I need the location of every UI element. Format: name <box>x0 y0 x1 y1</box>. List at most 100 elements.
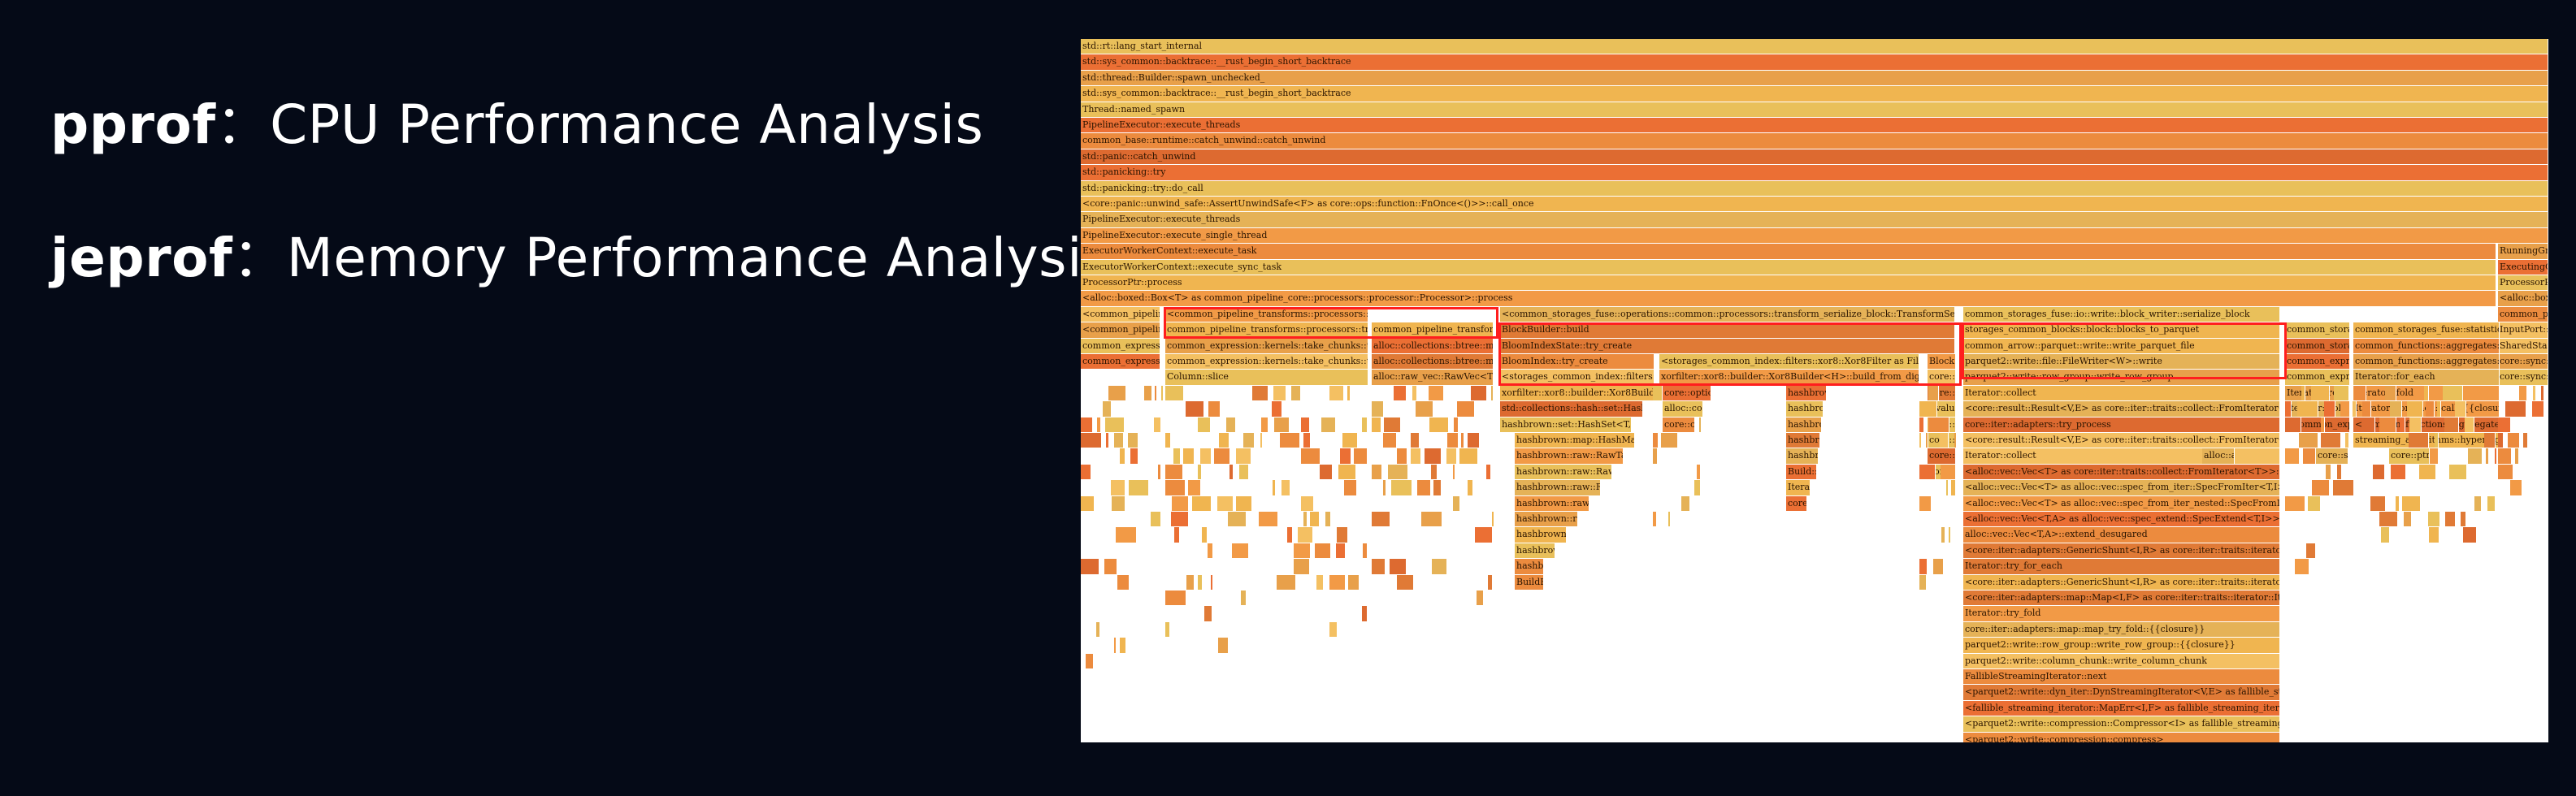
flame-frame[interactable] <box>2297 401 2318 417</box>
flame-frame[interactable] <box>1261 417 1268 433</box>
flame-frame[interactable] <box>1421 512 1442 528</box>
flame-frame[interactable] <box>1951 480 1956 496</box>
flame-frame[interactable] <box>2306 543 2316 560</box>
flame-frame[interactable] <box>1477 591 1484 607</box>
flame-frame[interactable] <box>1120 448 1125 465</box>
flame-frame[interactable] <box>2345 433 2349 449</box>
flame-frame[interactable] <box>1155 385 1157 402</box>
flame-frame[interactable] <box>1919 464 1936 481</box>
flame-frame[interactable] <box>2515 448 2519 465</box>
flame-frame[interactable] <box>1303 512 1308 528</box>
flame-frame[interactable] <box>1941 464 1956 481</box>
flame-frame[interactable] <box>2443 385 2463 402</box>
flame-frame[interactable] <box>1294 559 1310 575</box>
flame-frame[interactable] <box>1337 527 1348 543</box>
flame-frame[interactable]: SharedStatus::swap <box>2498 338 2548 354</box>
flame-frame[interactable]: core::iter::adapters::try_process <box>1963 417 2280 433</box>
flame-frame[interactable] <box>2523 433 2528 449</box>
flame-frame[interactable]: std::panic::catch_unwind <box>1081 149 2548 166</box>
flame-frame[interactable] <box>2404 512 2412 528</box>
flame-frame[interactable] <box>2299 433 2318 449</box>
flame-frame[interactable] <box>1919 574 1927 591</box>
flame-frame[interactable]: common_storages_fuse::io::write::block_w… <box>1963 306 2280 323</box>
flame-frame[interactable]: Block::Hash <box>1928 354 1956 370</box>
flame-frame[interactable]: common_pipeline_sources::async_source <box>2498 306 2548 323</box>
flame-frame[interactable]: parquet2::write::row_group::write_row_gr… <box>1963 370 2280 386</box>
flame-frame[interactable] <box>1097 417 1101 433</box>
flame-frame[interactable] <box>1239 464 1249 481</box>
flame-frame[interactable] <box>1926 433 1928 449</box>
flame-frame[interactable] <box>1186 401 1204 417</box>
flame-frame[interactable] <box>1383 480 1386 496</box>
flame-frame[interactable]: core::ptr::drop_in_place <box>1928 370 1956 386</box>
flame-frame[interactable] <box>2428 512 2440 528</box>
flame-frame[interactable] <box>1081 417 1093 433</box>
flame-frame[interactable]: common_storages_fuse::io::write::block_w… <box>2285 338 2350 354</box>
flame-frame[interactable] <box>1259 512 1278 528</box>
flame-frame[interactable]: RunningGraph::schedule <box>2498 244 2548 260</box>
flame-frame[interactable] <box>2426 401 2435 417</box>
flame-frame[interactable] <box>2301 385 2305 402</box>
flame-frame[interactable] <box>2295 559 2309 575</box>
flame-frame[interactable] <box>2437 401 2441 417</box>
flame-frame[interactable]: Iterator::collect <box>1963 385 2280 402</box>
flame-frame[interactable] <box>1208 401 1221 417</box>
flame-frame[interactable] <box>1431 464 1438 481</box>
flame-frame[interactable] <box>1694 480 1701 496</box>
flame-frame[interactable] <box>2435 433 2439 449</box>
flame-frame[interactable] <box>1411 448 1421 465</box>
flame-frame[interactable]: <alloc::vec::Vec<T> as alloc::vec::spec_… <box>1963 495 2280 512</box>
flame-frame[interactable]: BuildHasher::hash_one <box>1515 574 1544 591</box>
flame-frame[interactable] <box>1347 385 1351 402</box>
flame-frame[interactable] <box>1486 464 1491 481</box>
flame-frame[interactable] <box>2379 512 2398 528</box>
flame-frame[interactable] <box>1273 385 1286 402</box>
flame-frame[interactable] <box>1919 433 1922 449</box>
flame-frame[interactable] <box>1336 543 1346 560</box>
flame-frame[interactable] <box>1697 464 1701 481</box>
flame-frame[interactable]: alloc::vec::Vec<T,A>::extend_desugared <box>1963 527 2280 543</box>
flame-frame[interactable] <box>2541 385 2544 402</box>
flame-frame[interactable]: Thread::named_spawn <box>1081 102 2548 118</box>
flame-frame[interactable] <box>1204 606 1212 622</box>
flame-frame[interactable] <box>2321 433 2341 449</box>
flame-frame[interactable] <box>2379 417 2396 433</box>
flame-frame[interactable] <box>1301 495 1314 512</box>
flame-frame[interactable] <box>2337 464 2342 481</box>
flame-frame[interactable] <box>1411 433 1420 449</box>
flame-frame[interactable] <box>1429 385 1444 402</box>
flame-frame[interactable] <box>1383 433 1397 449</box>
flame-frame[interactable]: hashbrown::raw::inner <box>1786 448 1819 465</box>
flame-frame[interactable] <box>1108 385 1126 402</box>
flame-frame[interactable] <box>1114 433 1124 449</box>
flame-frame[interactable] <box>1228 512 1247 528</box>
flame-frame[interactable] <box>1243 433 1255 449</box>
flame-frame[interactable]: Iterator::try_fold <box>1963 606 2280 622</box>
flame-frame[interactable] <box>1453 464 1455 481</box>
flame-frame[interactable] <box>1105 417 1125 433</box>
flame-frame[interactable] <box>1397 448 1407 465</box>
flame-frame[interactable]: common_functions::aggregates::aggregate_… <box>2353 354 2500 370</box>
flame-frame[interactable] <box>1301 448 1321 465</box>
flame-frame[interactable]: <core::iter::adapters::GenericShunt<I,R>… <box>1963 543 2280 560</box>
flame-frame[interactable] <box>2362 401 2371 417</box>
flame-frame[interactable] <box>2285 495 2305 512</box>
flame-frame[interactable] <box>2465 417 2474 433</box>
flame-frame[interactable] <box>1919 495 1932 512</box>
flame-frame[interactable] <box>1281 480 1290 496</box>
flame-frame[interactable] <box>1165 480 1186 496</box>
flame-frame[interactable]: <common_storages_fuse::operations::commo… <box>1500 306 1955 323</box>
flame-frame[interactable] <box>1928 385 1939 402</box>
flame-frame[interactable] <box>1468 433 1480 449</box>
flame-frame[interactable]: common_expression::evaluator::Evaluator:… <box>1081 354 1160 370</box>
flame-frame[interactable]: common_expression::evaluator::Evaluator:… <box>1081 338 1160 354</box>
flame-frame[interactable] <box>1202 527 1208 543</box>
flame-frame[interactable] <box>2340 401 2350 417</box>
flame-frame[interactable] <box>2303 448 2316 465</box>
flame-frame[interactable] <box>1188 480 1201 496</box>
flame-frame[interactable]: std::thread::Builder::spawn_unchecked_ <box>1081 70 2548 87</box>
flame-frame[interactable] <box>1432 559 1447 575</box>
flame-frame[interactable] <box>1165 621 1170 638</box>
flame-frame[interactable] <box>1218 638 1229 654</box>
flame-frame[interactable] <box>1940 433 1949 449</box>
